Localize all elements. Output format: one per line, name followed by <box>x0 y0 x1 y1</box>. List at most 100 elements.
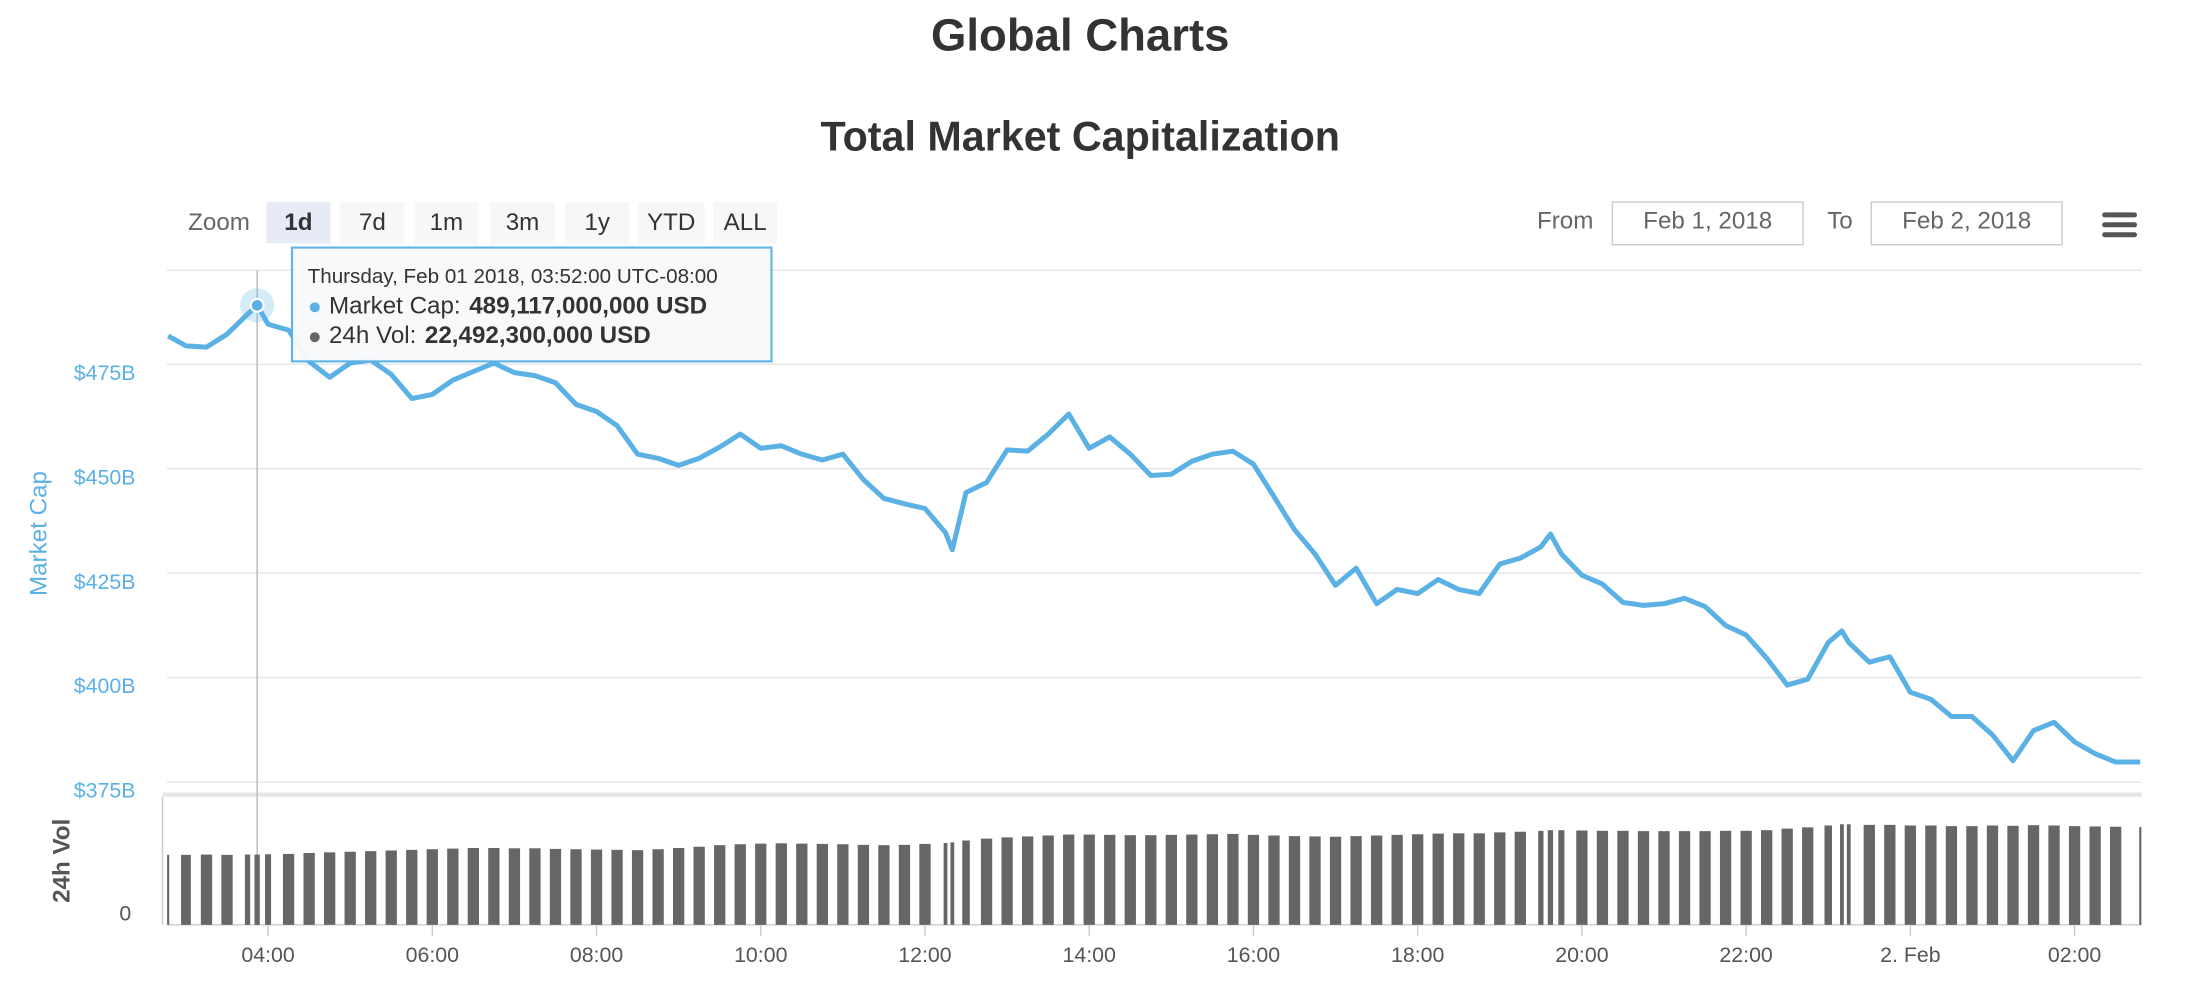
zoom-button-label: ALL <box>724 209 767 236</box>
volume-bar <box>1846 824 1851 925</box>
x-tick-label: 2. Feb <box>1880 943 1940 967</box>
volume-bar <box>652 849 664 925</box>
volume-bar <box>2139 827 2142 925</box>
tooltip-box <box>290 246 773 363</box>
volume-bar <box>1247 834 1260 925</box>
zoom-button[interactable] <box>713 202 778 244</box>
volume-bar <box>1840 824 1844 925</box>
volume-bar <box>1227 833 1239 925</box>
volume-bar <box>1538 830 1544 925</box>
volume-bar <box>1350 836 1362 925</box>
tooltip-bullet <box>309 332 320 343</box>
zoom-button[interactable] <box>340 202 405 244</box>
volume-bar <box>2007 825 2019 925</box>
volume-bar <box>2089 826 2101 925</box>
from-value: Feb 1, 2018 <box>1643 207 1772 234</box>
volume-bar <box>631 850 644 925</box>
volume-bar <box>611 849 623 925</box>
volume-bar <box>943 842 948 925</box>
volume-bar <box>344 851 356 925</box>
volume-bar <box>1740 830 1752 925</box>
volume-bar <box>950 842 955 925</box>
y2-tick-label: 0 <box>119 902 131 926</box>
y-tick-label: $450B <box>74 465 136 489</box>
x-tick-label: 14:00 <box>1063 943 1117 967</box>
x-tick-label: 08:00 <box>570 943 624 967</box>
tooltip-title: Thursday, Feb 01 2018, 03:52:00 UTC-08:0… <box>308 265 718 288</box>
pane-divider <box>162 792 2142 797</box>
volume-bar <box>693 846 705 925</box>
zoom-button[interactable] <box>266 202 331 244</box>
x-tick-label: 22:00 <box>1719 943 1773 967</box>
from-input[interactable] <box>1611 201 1804 246</box>
volume-bar <box>426 849 438 925</box>
volume-bar <box>1412 834 1424 925</box>
volume-bar <box>385 850 397 925</box>
tooltip-row: Market Cap: 489,117,000,000 USD <box>329 293 707 320</box>
volume-bar <box>1042 835 1054 925</box>
volume-bar <box>980 838 993 925</box>
x-tick-label: 02:00 <box>2048 943 2102 967</box>
y-tick-label: $375B <box>74 779 136 803</box>
volume-bar <box>1658 831 1670 925</box>
volume-bar <box>508 848 521 925</box>
tooltip-value: 22,492,300,000 USD <box>425 323 651 350</box>
volume-bar <box>1391 834 1403 925</box>
hover-point <box>249 297 265 313</box>
volume-bar <box>898 844 911 925</box>
menu-button[interactable] <box>2102 212 2138 238</box>
volume-bar <box>265 854 272 925</box>
x-tick-label: 10:00 <box>734 943 788 967</box>
volume-bar <box>816 843 828 925</box>
y-tick-label: $425B <box>74 570 136 594</box>
volume-bar <box>796 843 808 925</box>
volume-bar <box>365 851 377 925</box>
volume-bar <box>488 847 500 925</box>
tooltip-label: Market Cap: <box>329 293 461 320</box>
tooltip-row: 24h Vol: 22,492,300,000 USD <box>329 323 651 350</box>
volume-bar <box>1063 834 1075 925</box>
zoom-button[interactable] <box>565 202 630 244</box>
volume-bar <box>1145 835 1157 925</box>
volume-bar <box>1678 831 1691 925</box>
volume-bar <box>962 840 970 925</box>
volume-bar <box>324 852 336 925</box>
line-series <box>167 302 2141 765</box>
volume-bar <box>1547 830 1554 925</box>
volume-bar <box>221 854 233 925</box>
volume-bar <box>467 847 480 925</box>
volume-bar <box>447 848 459 925</box>
volume-bar <box>919 843 931 925</box>
volume-bar <box>1001 837 1013 925</box>
volume-bar <box>181 854 191 925</box>
zoom-button-label: 3m <box>506 209 540 236</box>
to-label: To <box>1827 207 1853 234</box>
volume-bar <box>878 845 890 925</box>
volume-bar <box>755 843 767 925</box>
zoom-button[interactable] <box>489 202 556 244</box>
volume-bar <box>1596 830 1609 925</box>
volume-bar <box>1986 825 1999 925</box>
volume-bar <box>1288 836 1301 925</box>
y2-axis-label: 24h Vol <box>48 819 75 903</box>
volume-bar <box>1719 830 1732 925</box>
volume-bar <box>1329 836 1342 925</box>
volume-bar <box>1473 833 1485 925</box>
zoom-button-label: 1d <box>284 209 312 236</box>
to-input[interactable] <box>1870 201 2063 246</box>
tooltip-bullet <box>309 302 320 313</box>
zoom-button[interactable] <box>414 202 479 244</box>
volume-bar <box>529 848 541 925</box>
zoom-button-label: YTD <box>647 209 695 236</box>
volume-bar <box>1824 825 1833 925</box>
volume-bar <box>1432 833 1444 925</box>
zoom-label: Zoom <box>188 209 250 236</box>
zoom-button[interactable] <box>637 202 705 244</box>
volume-bar <box>1206 834 1219 925</box>
zoom-button-label: 7d <box>359 209 386 236</box>
volume-bar <box>282 853 295 925</box>
volume-bar <box>1021 836 1034 925</box>
volume-bar <box>1884 824 1896 925</box>
